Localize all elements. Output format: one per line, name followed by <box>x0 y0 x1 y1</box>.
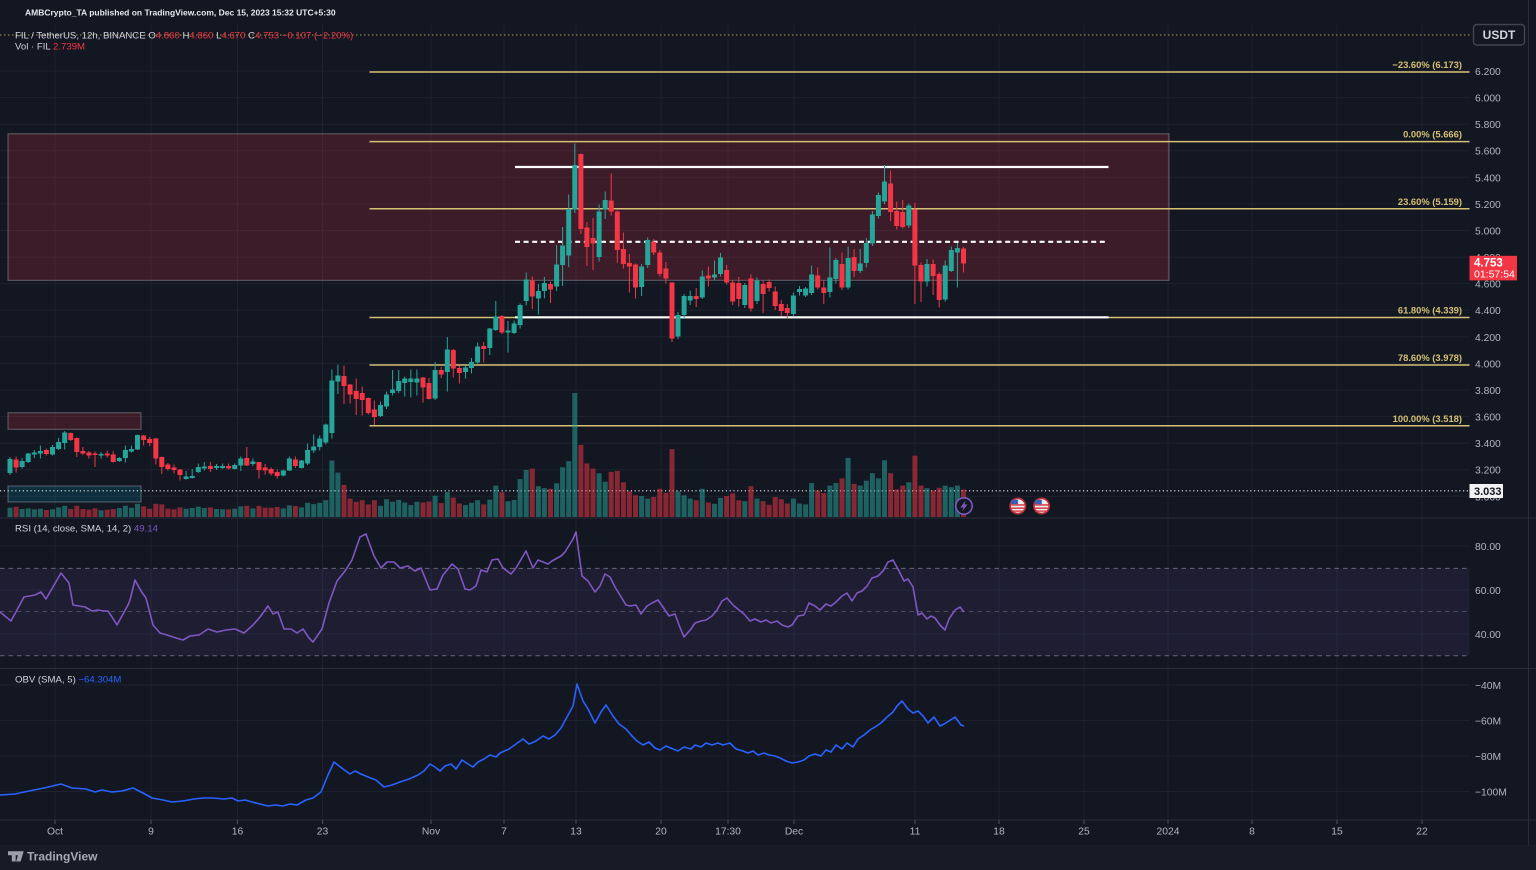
svg-text:7: 7 <box>501 827 507 838</box>
svg-text:−60M: −60M <box>1475 717 1501 728</box>
svg-text:80.00: 80.00 <box>1475 542 1501 553</box>
svg-text:11: 11 <box>910 827 921 838</box>
svg-text:8: 8 <box>1249 827 1255 838</box>
svg-text:FIL / TetherUS, 12h, BINANCE O: FIL / TetherUS, 12h, BINANCE O4.860 H4.8… <box>15 31 353 42</box>
svg-text:−80M: −80M <box>1475 752 1501 763</box>
svg-text:5.800: 5.800 <box>1475 120 1501 131</box>
svg-text:78.60% (3.978): 78.60% (3.978) <box>1398 352 1462 363</box>
svg-text:0.00% (5.666): 0.00% (5.666) <box>1403 129 1462 140</box>
svg-text:3.400: 3.400 <box>1475 439 1501 450</box>
svg-text:5.200: 5.200 <box>1475 200 1501 211</box>
svg-text:6.200: 6.200 <box>1475 67 1501 78</box>
svg-text:3.033: 3.033 <box>1474 486 1502 498</box>
svg-text:2024: 2024 <box>1157 827 1180 838</box>
svg-text:5.400: 5.400 <box>1475 173 1501 184</box>
svg-text:3.600: 3.600 <box>1475 413 1501 424</box>
svg-text:16: 16 <box>232 827 244 838</box>
svg-text:6.000: 6.000 <box>1475 94 1501 105</box>
svg-text:AMBCrypto_TA published on Trad: AMBCrypto_TA published on TradingView.co… <box>25 8 336 18</box>
svg-text:RSI (14, close, SMA, 14, 2) 4: RSI (14, close, SMA, 14, 2) 49.14 <box>15 524 159 535</box>
svg-text:−40M: −40M <box>1475 681 1501 692</box>
svg-text:61.80% (4.339): 61.80% (4.339) <box>1398 305 1462 316</box>
svg-text:5.600: 5.600 <box>1475 147 1501 158</box>
svg-text:18: 18 <box>993 827 1005 838</box>
svg-text:−23.60% (6.173): −23.60% (6.173) <box>1392 59 1462 70</box>
svg-text:40.00: 40.00 <box>1475 630 1501 641</box>
svg-text:23: 23 <box>317 827 329 838</box>
svg-text:Dec: Dec <box>785 827 803 838</box>
svg-text:3.800: 3.800 <box>1475 386 1501 397</box>
svg-text:4.400: 4.400 <box>1475 306 1501 317</box>
svg-text:23.60% (5.159): 23.60% (5.159) <box>1398 196 1462 207</box>
svg-text:4.200: 4.200 <box>1475 333 1501 344</box>
svg-text:9: 9 <box>148 827 154 838</box>
svg-text:13: 13 <box>570 827 582 838</box>
svg-text:−100M: −100M <box>1475 788 1507 799</box>
svg-text:60.00: 60.00 <box>1475 586 1501 597</box>
svg-text:Nov: Nov <box>422 827 441 838</box>
svg-text:Oct: Oct <box>47 827 63 838</box>
svg-text:3.200: 3.200 <box>1475 466 1501 477</box>
svg-text:OBV (SMA, 5) −64.304M: OBV (SMA, 5) −64.304M <box>15 675 121 686</box>
svg-text:15: 15 <box>1331 827 1343 838</box>
svg-text:Vol · FIL 2.739M: Vol · FIL 2.739M <box>15 42 85 53</box>
svg-text:5.000: 5.000 <box>1475 227 1501 238</box>
svg-text:17:30: 17:30 <box>715 827 741 838</box>
svg-text:4.600: 4.600 <box>1475 280 1501 291</box>
svg-text:USDT: USDT <box>1483 28 1516 42</box>
svg-text:01:57:54: 01:57:54 <box>1474 269 1515 281</box>
svg-text:25: 25 <box>1078 827 1090 838</box>
svg-text:4.753: 4.753 <box>1474 258 1503 270</box>
svg-text:20: 20 <box>655 827 667 838</box>
svg-text:TradingView: TradingView <box>27 850 98 864</box>
svg-text:4.000: 4.000 <box>1475 359 1501 370</box>
svg-text:22: 22 <box>1416 827 1428 838</box>
svg-text:100.00% (3.518): 100.00% (3.518) <box>1393 413 1462 424</box>
